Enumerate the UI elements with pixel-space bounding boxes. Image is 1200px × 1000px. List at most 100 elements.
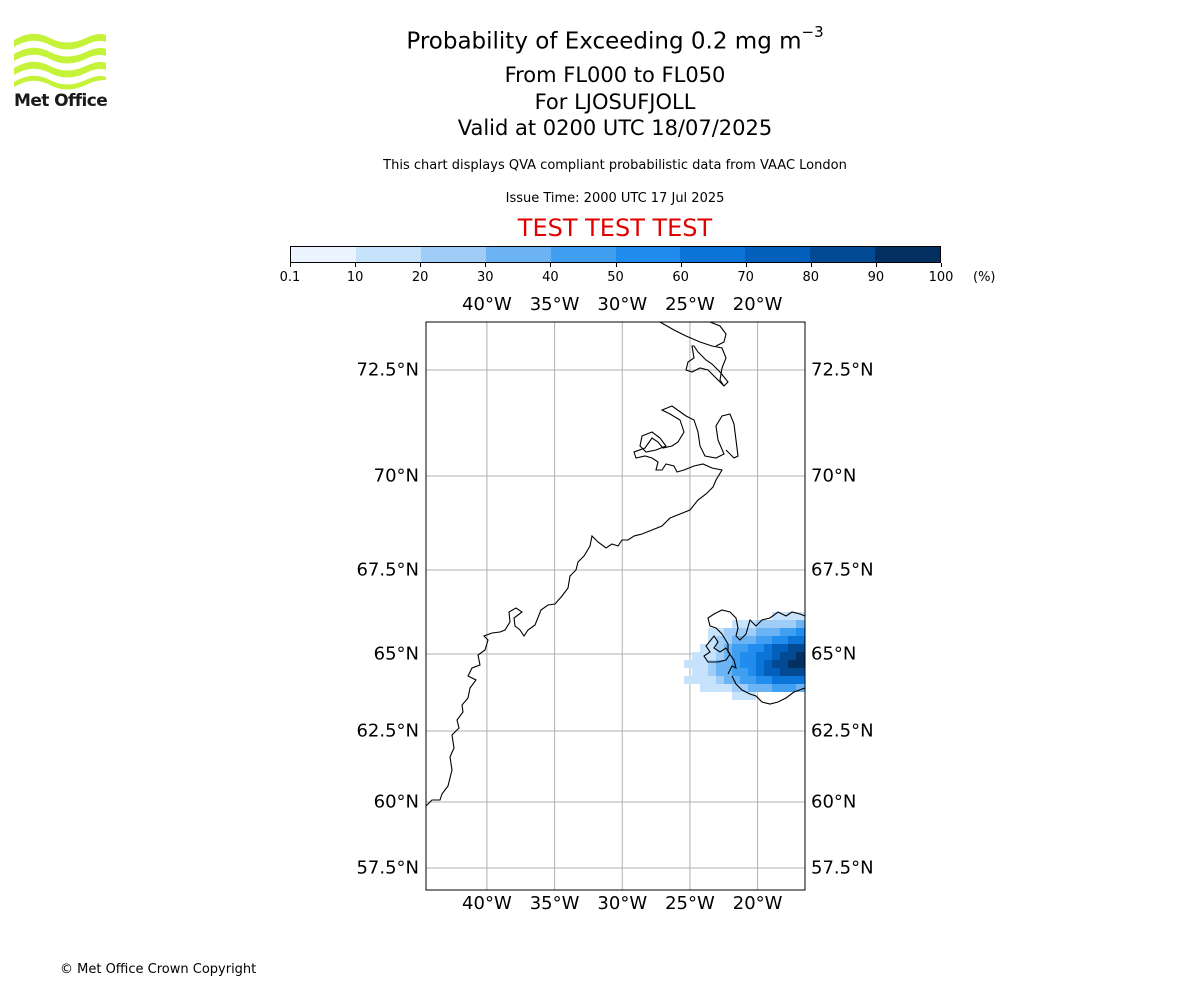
plume-cell [796, 668, 804, 676]
plume-cell [756, 644, 764, 652]
plume-cell [764, 660, 772, 668]
colorbar-tick [615, 263, 617, 267]
latitude-label: 67.5°N [811, 559, 874, 581]
plume-cell [708, 668, 716, 676]
latitude-label: 67.5°N [356, 559, 419, 581]
plume-cell [820, 668, 828, 676]
plume-cell [756, 668, 764, 676]
colorbar-segment [550, 247, 616, 262]
plume-cell [732, 644, 740, 652]
plume-cell [732, 692, 740, 700]
colorbar-tick-label: 10 [346, 270, 364, 285]
plume-cell [748, 636, 756, 644]
plume-cell [780, 612, 788, 620]
colorbar-tick-label: 0.1 [279, 270, 301, 285]
valid-time: Valid at 0200 UTC 18/07/2025 [457, 116, 773, 140]
longitude-label: 30°W [597, 893, 648, 914]
plume-cell [812, 628, 820, 636]
plume-cell [724, 628, 732, 636]
plume-cell [716, 660, 724, 668]
plume-cell [772, 612, 780, 620]
colorbar-tick [680, 263, 682, 267]
plume-cell [716, 668, 724, 676]
plume-cell [716, 644, 724, 652]
plume-cell [732, 628, 740, 636]
longitude-label: 25°W [665, 294, 715, 315]
colorbar-tick-label: 30 [477, 270, 494, 285]
volcano-name: For LJOSUFJOLL [534, 90, 696, 114]
colorbar-tick [420, 263, 422, 267]
plume-cell [772, 636, 780, 644]
colorbar-tick [550, 263, 552, 267]
plume-cell [724, 668, 732, 676]
plume-cell [820, 676, 828, 684]
colorbar-unit: (%) [973, 270, 996, 285]
plume-cell [772, 660, 780, 668]
map-frame [425, 321, 806, 891]
longitude-label: 25°W [665, 893, 715, 914]
plume-cell [700, 668, 708, 676]
plume-cell [796, 684, 804, 692]
issue-time: Issue Time: 2000 UTC 17 Jul 2025 [505, 191, 725, 206]
plume-cell [748, 620, 756, 628]
colorbar-segment [485, 247, 551, 262]
plume-cell [788, 676, 796, 684]
plume-cell [756, 660, 764, 668]
latitude-label: 65°N [373, 643, 419, 665]
plume-cell [828, 604, 836, 612]
plume-cell [708, 644, 716, 652]
colorbar-tick [290, 263, 291, 267]
colorbar-tick-label: 80 [802, 270, 820, 285]
plume-cell [788, 644, 796, 652]
colorbar-segment [680, 247, 746, 262]
plume-cell [780, 644, 788, 652]
plume-cell [708, 676, 716, 684]
colorbar-tick-label: 40 [542, 270, 559, 285]
plume-cell [732, 660, 740, 668]
copyright-notice: © Met Office Crown Copyright [60, 962, 257, 977]
plume-cell [780, 684, 788, 692]
flight-level-range: From FL000 to FL050 [504, 63, 726, 87]
plume-cell [764, 676, 772, 684]
plume-cell [772, 620, 780, 628]
plume-cell [708, 636, 716, 644]
chart-title-text: Probability of Exceeding 0.2 mg m [406, 28, 802, 55]
plume-cell [756, 620, 764, 628]
plume-cell [756, 684, 764, 692]
plume-cell [716, 676, 724, 684]
plume-cell [740, 620, 748, 628]
colorbar-tick [941, 263, 942, 267]
plume-cell [724, 652, 732, 660]
colorbar-tick-label: 60 [672, 270, 689, 285]
plume-cell [684, 676, 692, 684]
latitude-label: 60°N [811, 791, 857, 813]
plume-cell [732, 684, 740, 692]
colorbar-tick [875, 263, 877, 267]
chart-title-exponent: −3 [801, 23, 824, 41]
plume-cell [748, 660, 756, 668]
plume-cell [692, 660, 700, 668]
latitude-label: 72.5°N [356, 359, 419, 381]
colorbar-tick [485, 263, 487, 267]
plume-cell [732, 668, 740, 676]
colorbar-segment [291, 247, 356, 262]
plume-cell [764, 644, 772, 652]
colorbar-segment [420, 247, 486, 262]
plume-cell [724, 684, 732, 692]
latitude-label: 62.5°N [811, 720, 874, 742]
plume-cell [820, 612, 828, 620]
plume-cell [836, 612, 844, 620]
plume-cell [828, 620, 836, 628]
latitude-label: 57.5°N [811, 857, 874, 879]
colorbar-tick [810, 263, 812, 267]
plume-cell [748, 628, 756, 636]
plume-cell [700, 644, 708, 652]
greenland-north [659, 322, 727, 387]
plume-cell [724, 676, 732, 684]
probability-colorbar [290, 246, 941, 263]
plume-cell [700, 676, 708, 684]
plume-cell [828, 596, 836, 604]
coastlines [426, 322, 805, 807]
plume-cell [780, 652, 788, 660]
